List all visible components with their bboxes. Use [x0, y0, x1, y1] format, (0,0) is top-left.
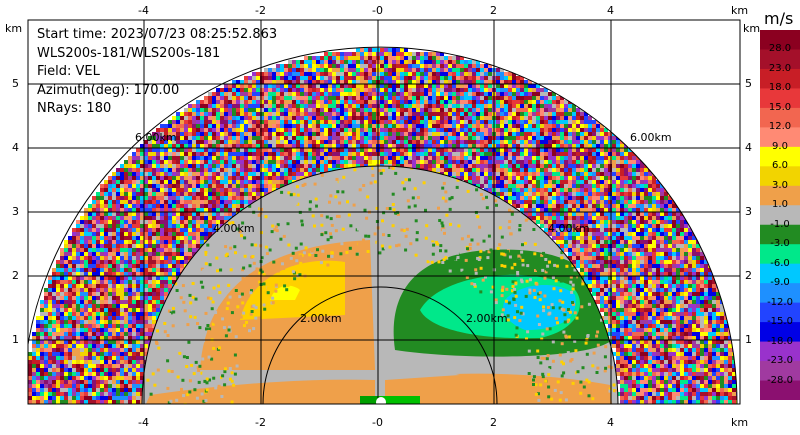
ring-label-6km-right: 6.00km [630, 131, 672, 144]
colorbar-swatch [760, 146, 800, 167]
x-tick-top-2: 2 [490, 4, 497, 17]
y-tick-right-1: 1 [745, 333, 752, 346]
colorbar-swatch [760, 185, 800, 206]
colorbar-tick-label: -23.0 [767, 355, 793, 367]
grid-lines [28, 20, 740, 404]
instrument-text: WLS200s-181/WLS200s-181 [37, 45, 221, 61]
colorbar-tick-label: -15.0 [767, 316, 793, 328]
y-tick-left-2: 2 [12, 269, 19, 282]
x-tick-bottom-neg2: -2 [255, 416, 266, 429]
colorbar-tick-label: -28.0 [767, 374, 793, 386]
colorbar-tick-label: -6.0 [770, 257, 790, 269]
colorbar-swatch [760, 224, 800, 245]
nrays-text: NRays: 180 [37, 101, 112, 116]
colorbar-tick-label: 1.0 [772, 199, 788, 211]
y-tick-right-5: 5 [745, 77, 752, 90]
colorbar-swatch [760, 30, 800, 50]
colorbar-title: m/s [764, 9, 794, 28]
y-tick-right-4: 4 [745, 141, 752, 154]
colorbar-tick-label: -1.0 [770, 218, 790, 230]
x-tick-top-neg2: -2 [255, 4, 266, 17]
x-tick-bottom-4: 4 [607, 416, 614, 429]
azimuth-text: Azimuth(deg): 170.00 [37, 82, 180, 98]
colorbar-swatch [760, 322, 800, 343]
x-tick-bottom-0: -0 [372, 416, 383, 429]
ring-label-4km-left: 4.00km [213, 222, 255, 235]
colorbar-tick-label: 18.0 [768, 82, 792, 94]
ring-label-2km-left: 2.00km [300, 312, 342, 325]
y-tick-left-4: 4 [12, 141, 19, 154]
colorbar-swatch [760, 127, 800, 148]
x-tick-top-4: 4 [607, 4, 614, 17]
colorbar-tick-label: -9.0 [770, 277, 790, 289]
field-text: Field: VEL [37, 64, 100, 79]
radar-origin-marker [376, 397, 386, 404]
colorbar [760, 30, 800, 400]
colorbar-swatch [760, 107, 800, 128]
colorbar-tick-label: 12.0 [768, 121, 792, 133]
colorbar-swatch [760, 263, 800, 284]
x-tick-top-neg4: -4 [138, 4, 149, 17]
colorbar-swatch [760, 361, 800, 382]
colorbar-swatch [760, 341, 800, 362]
y-tick-right-3: 3 [745, 205, 752, 218]
colorbar-tick-label: 28.0 [768, 43, 792, 55]
colorbar-swatch [760, 88, 800, 109]
x-tick-bottom-neg4: -4 [138, 416, 149, 429]
range-ring-2km [262, 286, 498, 404]
y-tick-left-3: 3 [12, 205, 19, 218]
x-unit-top: km [731, 4, 749, 17]
ring-label-4km-right: 4.00km [548, 222, 590, 235]
ring-label-6km-left: 6.00km [135, 131, 177, 144]
x-tick-top-0: -0 [372, 4, 383, 17]
y-unit-right: km [743, 22, 761, 35]
ring-label-2km-right: 2.00km [466, 312, 508, 325]
plot-frame [27, 19, 741, 405]
y-tick-right-2: 2 [745, 269, 752, 282]
colorbar-tick-label: 23.0 [768, 62, 792, 74]
ring-labels: 2.00km 2.00km 4.00km 4.00km 6.00km 6.00k… [135, 131, 672, 325]
colorbar-swatch [760, 302, 800, 323]
colorbar-tick-label: -3.0 [770, 238, 790, 250]
range-rings [28, 46, 738, 404]
range-ring-6km [28, 46, 738, 404]
colorbar-swatch [760, 244, 800, 265]
start-time-text: Start time: 2023/07/23 08:25:52.863 [37, 27, 278, 42]
y-unit-left: km [5, 22, 23, 35]
colorbar-tick-label: 3.0 [772, 179, 788, 191]
colorbar-tick-label: 9.0 [772, 140, 788, 152]
colorbar-swatch [760, 205, 800, 226]
colorbar-tick-label: 6.0 [772, 160, 788, 172]
colorbar-swatch [760, 283, 800, 304]
colorbar-swatch [760, 49, 800, 70]
colorbar-swatch [760, 166, 800, 187]
scan-info-panel: Start time: 2023/07/23 08:25:52.863 WLS2… [37, 26, 277, 119]
colorbar-tick-label: 15.0 [768, 101, 792, 113]
colorbar-swatch [760, 380, 800, 400]
colorbar-swatch [760, 68, 800, 89]
range-ring-4km [141, 165, 619, 404]
y-tick-left-5: 5 [12, 77, 19, 90]
y-tick-left-1: 1 [12, 333, 19, 346]
colorbar-tick-label: -18.0 [767, 335, 793, 347]
colorbar-tick-label: -12.0 [767, 296, 793, 308]
x-unit-bottom: km [731, 416, 749, 429]
x-tick-bottom-2: 2 [490, 416, 497, 429]
